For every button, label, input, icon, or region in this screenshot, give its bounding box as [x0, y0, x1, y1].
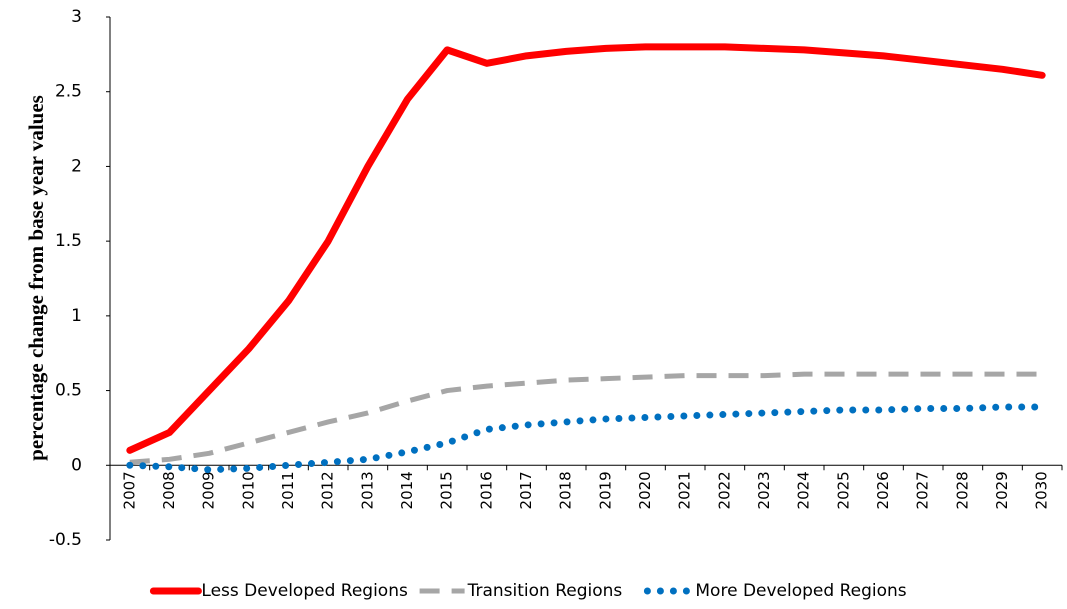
y-tick-label: 2.5 [55, 82, 82, 102]
x-tick-label: 2009 [200, 471, 218, 509]
x-tick-label: 2026 [874, 471, 892, 509]
x-tick-label: 2022 [715, 471, 733, 509]
x-tick-label: 2015 [438, 471, 456, 509]
legend-label: Less Developed Regions [201, 581, 408, 601]
y-tick-label: -0.5 [49, 530, 82, 550]
x-tick-label: 2008 [160, 471, 178, 509]
x-tick-label: 2028 [953, 471, 971, 509]
x-tick-label: 2025 [834, 471, 852, 509]
y-tick-label: 0.5 [55, 381, 82, 401]
x-tick-label: 2027 [914, 471, 932, 509]
x-tick-label: 2023 [755, 471, 773, 509]
x-tick-label: 2021 [676, 471, 694, 509]
x-tick-label: 2016 [477, 471, 495, 509]
x-tick-label: 2029 [993, 471, 1011, 509]
x-tick-label: 2030 [1033, 471, 1051, 509]
y-tick-label: 3 [71, 7, 82, 27]
series-line [126, 403, 1046, 474]
legend-label: More Developed Regions [695, 581, 906, 601]
x-tick-label: 2017 [517, 471, 535, 509]
x-tick-label: 2013 [358, 471, 376, 509]
series-line [126, 43, 1046, 454]
x-tick-label: 2018 [557, 471, 575, 509]
x-tick-label: 2014 [398, 471, 416, 509]
x-tick-label: 2012 [319, 471, 337, 509]
legend-label: Transition Regions [467, 581, 623, 601]
y-tick-label: 1 [71, 306, 82, 326]
series-line [129, 371, 1043, 465]
x-tick-label: 2020 [636, 471, 654, 509]
x-tick-label: 2024 [795, 471, 813, 509]
y-tick-label: 2 [71, 156, 82, 176]
y-axis-label: percentage change from base year values [24, 95, 48, 461]
x-tick-label: 2010 [239, 471, 257, 509]
x-tick-label: 2011 [279, 471, 297, 509]
x-tick-label: 2019 [596, 471, 614, 509]
x-tick-label: 2007 [120, 471, 138, 509]
y-tick-label: 1.5 [55, 231, 82, 251]
y-tick-label: 0 [71, 455, 82, 475]
